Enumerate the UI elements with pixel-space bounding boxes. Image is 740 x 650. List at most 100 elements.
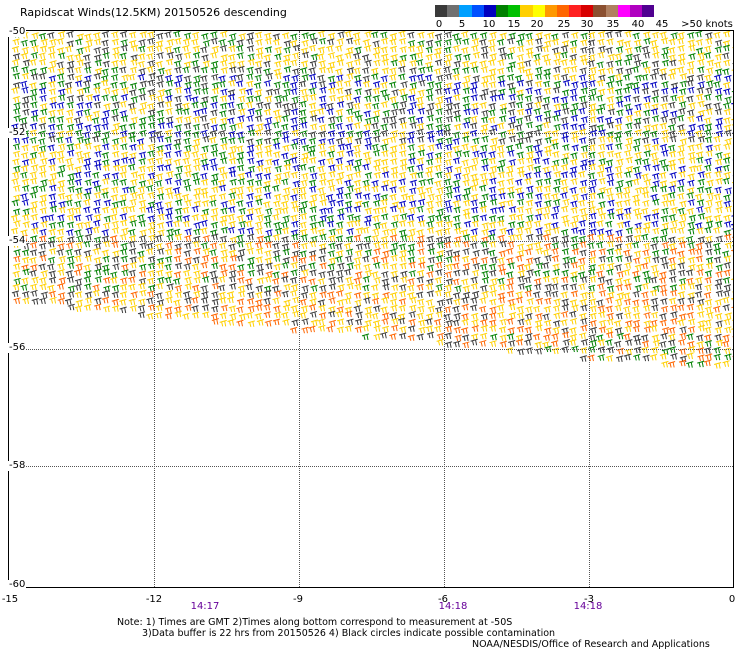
wind-barb — [470, 257, 478, 264]
wind-barb — [724, 242, 733, 249]
wind-barb — [434, 33, 443, 40]
wind-barb — [606, 285, 615, 293]
wind-barb — [580, 276, 588, 283]
wind-barb — [723, 142, 731, 150]
wind-barb — [193, 75, 201, 82]
wind-barb — [704, 306, 713, 313]
wind-barb — [444, 158, 452, 166]
wind-barb — [156, 74, 164, 82]
wind-barb — [390, 221, 399, 228]
wind-barb — [93, 144, 101, 152]
wind-barb — [715, 206, 723, 214]
wind-barb — [83, 61, 91, 69]
wind-barb — [434, 180, 442, 187]
wind-barb — [300, 234, 308, 241]
wind-barb — [535, 185, 543, 193]
wind-barb — [353, 234, 362, 241]
wind-barb — [236, 298, 245, 306]
wind-barb — [364, 172, 373, 179]
wind-barb — [425, 170, 433, 178]
wind-barb — [732, 319, 733, 321]
wind-barb — [301, 32, 309, 39]
wind-barb — [219, 312, 227, 319]
wind-barb — [21, 178, 30, 186]
wind-barb — [389, 32, 398, 40]
wind-barb — [309, 298, 317, 305]
wind-barb — [157, 117, 165, 124]
wind-barb — [471, 220, 480, 227]
wind-barb — [453, 206, 461, 213]
wind-barb — [571, 32, 579, 39]
wind-barb — [58, 255, 66, 263]
lon-label: -6 — [438, 594, 448, 605]
wind-barb — [30, 283, 38, 291]
wind-barb — [136, 138, 145, 145]
wind-barb — [67, 185, 75, 193]
wind-barb — [344, 297, 352, 305]
wind-barb — [310, 37, 318, 45]
wind-barb — [562, 144, 570, 151]
wind-barb — [515, 254, 523, 262]
legend-swatch — [617, 5, 630, 17]
wind-barb — [271, 285, 280, 293]
wind-barb — [470, 86, 478, 94]
wind-barb — [659, 313, 667, 320]
wind-barb — [211, 262, 219, 269]
wind-barb — [165, 296, 173, 304]
wind-barb — [84, 66, 92, 74]
legend-tick: 30 — [580, 19, 594, 30]
wind-barb — [616, 355, 624, 362]
wind-barb — [535, 227, 543, 234]
wind-barb — [317, 107, 325, 115]
wind-barb — [74, 255, 82, 262]
wind-barb — [623, 73, 631, 81]
wind-barb — [229, 269, 237, 277]
wind-barb — [461, 255, 470, 263]
wind-barb — [146, 206, 154, 213]
wind-barb — [607, 262, 615, 270]
wind-barb — [534, 283, 542, 291]
wind-barb — [110, 271, 118, 279]
wind-barb — [281, 227, 290, 234]
wind-barb — [398, 107, 406, 115]
wind-barb — [713, 102, 721, 109]
wind-barb — [407, 220, 415, 227]
wind-barb — [714, 39, 723, 47]
wind-barb — [147, 60, 155, 67]
wind-barb — [695, 114, 704, 122]
wind-barb — [704, 164, 712, 171]
wind-barb — [390, 270, 398, 278]
wind-barb — [183, 75, 191, 82]
wind-barb — [670, 317, 678, 325]
wind-barb — [272, 33, 280, 40]
wind-barb — [66, 31, 74, 38]
wind-barb — [461, 318, 469, 326]
wind-barb — [389, 312, 397, 319]
wind-barb — [607, 212, 615, 220]
wind-barb — [643, 178, 652, 186]
wind-barb — [111, 88, 119, 96]
wind-barb — [614, 327, 623, 334]
wind-barb — [389, 73, 397, 81]
wind-barb — [282, 193, 290, 201]
wind-barb — [174, 284, 182, 292]
wind-barb — [192, 116, 201, 123]
wind-barb — [507, 262, 515, 269]
wind-barb — [643, 311, 651, 319]
wind-barb — [319, 199, 327, 206]
wind-barb — [325, 206, 334, 214]
wind-barb — [462, 38, 470, 45]
wind-barb — [184, 257, 192, 264]
wind-barb — [614, 31, 623, 38]
wind-barb — [652, 164, 660, 171]
wind-barb — [139, 101, 148, 109]
wind-barb — [67, 303, 75, 311]
wind-barb — [543, 192, 551, 200]
wind-barb — [66, 54, 74, 62]
wind-barb — [94, 303, 102, 311]
wind-barb — [399, 262, 407, 270]
wind-barb — [616, 213, 624, 220]
wind-barb — [354, 292, 362, 299]
wind-barb — [542, 96, 551, 104]
wind-barb — [570, 158, 578, 166]
